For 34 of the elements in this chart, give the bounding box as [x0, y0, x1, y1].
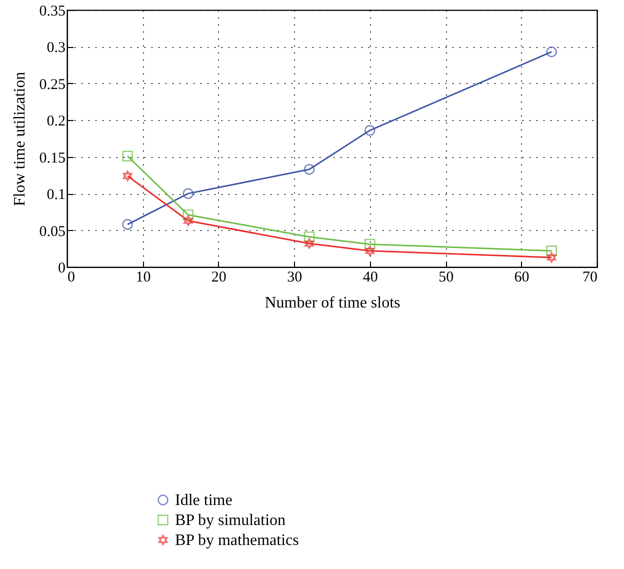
point [122, 219, 133, 230]
point [304, 164, 315, 175]
legend-label: Idle time [175, 492, 232, 509]
point [304, 232, 315, 242]
x-tick-label: 40 [362, 270, 378, 286]
point [122, 170, 132, 182]
x-axis-title: Number of time slots [264, 294, 400, 312]
point [183, 215, 193, 226]
legend-label: BP by simulation [175, 512, 286, 529]
point [304, 238, 314, 249]
point [546, 46, 557, 58]
point [182, 188, 194, 199]
point [365, 245, 375, 256]
x-tick-label: 60 [514, 270, 530, 286]
y-tick-label: 0.35 [39, 4, 66, 20]
point [182, 209, 194, 220]
x-tick-label: 70 [582, 270, 598, 286]
point [364, 238, 376, 250]
x-tick-label: 50 [438, 270, 454, 286]
y-tick-label: 0.3 [46, 40, 66, 56]
point [122, 150, 133, 162]
y-tick-label: 0.15 [39, 150, 66, 166]
point [546, 245, 557, 256]
y-tick-label: 0.1 [46, 187, 66, 204]
y-tick-label: 0.2 [46, 114, 66, 130]
y-axis-title: Flow time utilization [11, 72, 28, 206]
x-tick-label: 30 [287, 270, 302, 286]
y-tick-label: 0.05 [39, 224, 66, 240]
legend-label: BP by mathematics [175, 532, 299, 549]
x-tick-label: 20 [211, 270, 226, 286]
point [546, 252, 556, 263]
point [364, 125, 376, 136]
y-tick-label: 0.25 [39, 76, 66, 93]
x-tick-label: 10 [136, 270, 151, 286]
